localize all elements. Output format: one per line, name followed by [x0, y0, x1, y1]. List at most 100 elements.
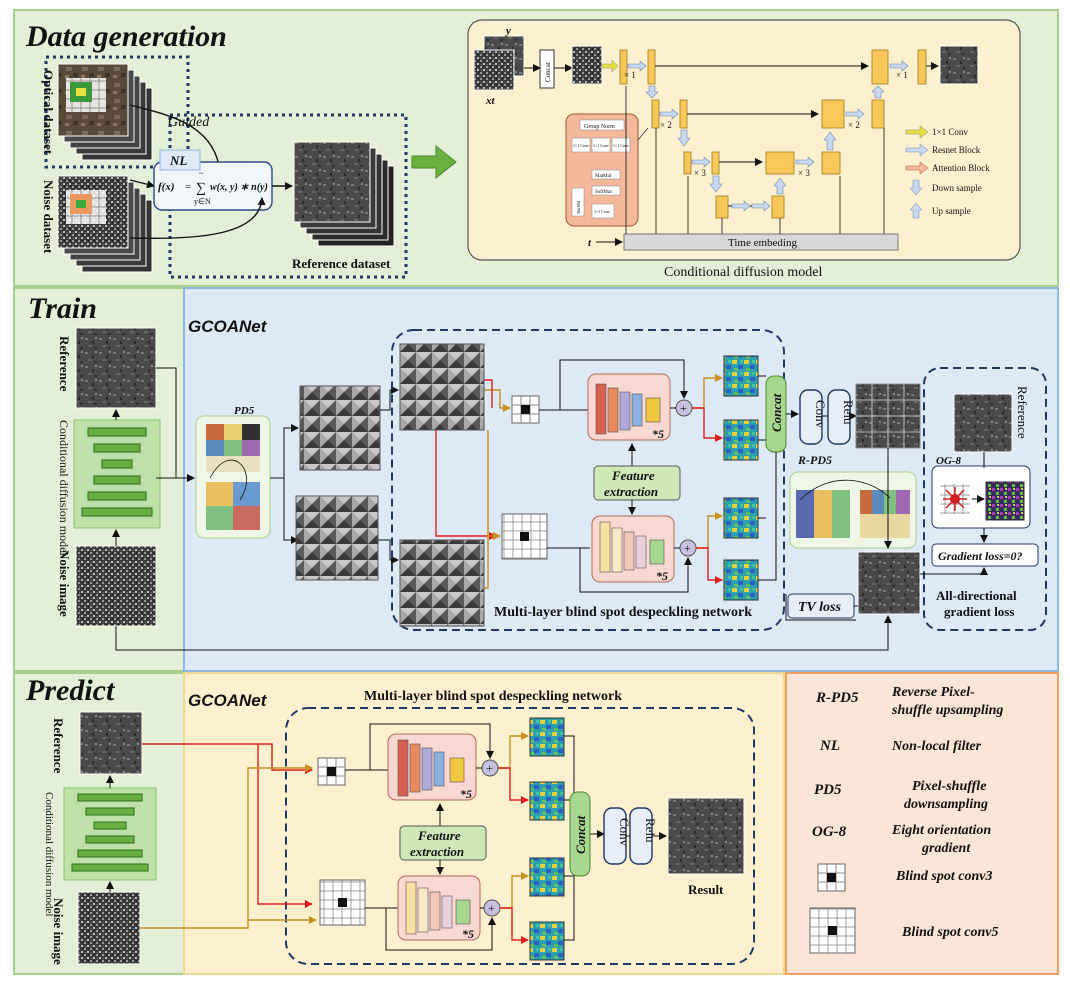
mult-1a: × 1: [624, 70, 636, 80]
train-conv-box: [799, 389, 823, 445]
legend-up: Up sample: [932, 206, 971, 216]
train-noise-label: Noise image: [57, 550, 72, 617]
predict-reference-img: [79, 711, 143, 775]
optical-group-dotted: [44, 55, 190, 169]
predict-concat-label: Concat: [573, 815, 588, 854]
section-title-train: Train: [28, 292, 97, 325]
predict-cdm-icon: [71, 793, 149, 872]
feature-layers-bottom: [599, 521, 665, 573]
blind-spot-network-box: [391, 329, 785, 631]
attention-legend-icon: [905, 161, 929, 175]
reference-dataset-label: Reference dataset: [292, 256, 391, 271]
label-y: y: [504, 25, 511, 37]
train-output-img: [857, 551, 921, 615]
plus-top-sign: +: [680, 401, 687, 415]
predict-gcoanet-label: GCOANet: [188, 691, 268, 710]
optical-dataset-label: Optical dataset: [41, 70, 56, 155]
yellow-conv-arrow-in: [601, 59, 619, 73]
predict-heatmap-2: [529, 781, 565, 821]
blind-spot-3-top: [511, 395, 540, 424]
feature-extraction-label-1: Feature: [611, 468, 655, 483]
predict-noise-label: Noise image: [51, 898, 66, 965]
feature-layers-top: [595, 383, 661, 435]
predict-result-label: Result: [688, 882, 724, 897]
mult-2a: × 2: [660, 120, 672, 130]
attn-matmul2: MatMul: [576, 200, 581, 214]
heatmap-2: [723, 419, 759, 461]
legend-rpd5-val-1: Reverse Pixel-: [891, 685, 975, 700]
attn-groupnorm: Group Norm: [584, 124, 615, 130]
section-title-data-generation: Data generation: [25, 20, 227, 53]
conv-legend-icon: [905, 125, 929, 139]
legend-rpd5-val-2: shuffle upsampling: [891, 703, 1003, 718]
legend-blind-spot-5-icon: [809, 907, 856, 954]
diffusion-input-xt: [473, 49, 515, 91]
train-relu-label: Relu: [841, 400, 856, 425]
label-xt: xt: [485, 95, 496, 107]
attn-conv-c: 1×1 Conv: [613, 143, 629, 148]
section-title-predict: Predict: [25, 674, 116, 707]
og8-gradient-img: [985, 481, 1025, 521]
predict-feature-layers-top: [397, 739, 465, 797]
blind-spot-5-bottom: [501, 513, 548, 560]
predict-heatmap-3: [529, 857, 565, 897]
legend-rpd5-key: R-PD5: [815, 690, 859, 706]
predict-feature-extraction-label-2: extraction: [410, 844, 464, 859]
guided-label: Guided: [168, 115, 210, 130]
times5-top: *5: [652, 427, 664, 441]
formula-rhs: w(x, y) ∗ n(y): [210, 182, 268, 193]
concat-label: Concat: [544, 62, 552, 82]
down-legend-icon: [909, 179, 923, 196]
all-directional-label-1: All-directional: [936, 588, 1017, 603]
legend-og8-key: OG-8: [812, 824, 847, 840]
legend-pd5-key: PD5: [814, 782, 842, 798]
gradient-loss-label: Gradient loss=0?: [938, 549, 1023, 563]
predict-noise-img: [77, 891, 141, 965]
predict-network-box: [285, 707, 755, 965]
legend-conv: 1×1 Conv: [932, 127, 968, 137]
noise-to-formula: [129, 197, 266, 240]
predict-blind-spot-5: [319, 879, 366, 926]
predict-cdm-label: Conditional diffusion model: [43, 792, 55, 916]
legend-attention: Attention Block: [932, 163, 990, 173]
feature-extraction-label-2: extraction: [604, 484, 658, 499]
legend-pd5-val-1: Pixel-shuffle: [912, 779, 986, 794]
all-directional-label-2: gradient loss: [944, 604, 1014, 619]
optical-to-formula: [129, 179, 155, 189]
noise-dataset-label: Noise dataset: [41, 180, 56, 254]
formula-lhs: f(x): [158, 181, 175, 193]
legend-og8-val-1: Eight orientation: [891, 823, 991, 838]
predict-plus-bottom-sign: +: [488, 901, 495, 915]
tv-loss-label: TV loss: [798, 600, 841, 615]
heatmap-1: [723, 355, 759, 397]
noise-stack: [57, 175, 153, 273]
predict-heatmap-1: [529, 717, 565, 757]
formula-sum-bottom: y∈N: [194, 197, 211, 206]
pd-cube-top: [399, 343, 485, 431]
og8-star-icon: [940, 484, 970, 514]
predict-plus-top-sign: +: [486, 761, 493, 775]
attn-conv-b: 1×1 Conv: [593, 143, 609, 148]
heatmap-4: [723, 559, 759, 601]
mult-3a: × 3: [694, 168, 706, 178]
legend-og8-val-2: gradient: [921, 841, 971, 856]
feature-extraction-box: [593, 465, 681, 501]
guided-arrow: [129, 104, 224, 173]
rpd5-patch-grid: [856, 384, 920, 448]
predict-relu-label: Relu: [643, 818, 658, 843]
pd5-label: PD5: [234, 405, 255, 417]
pd-patches-top: [299, 385, 381, 471]
train-noise-img: [75, 545, 157, 627]
predict-reference-label: Reference: [51, 718, 66, 774]
predict-blind-spot-3: [317, 757, 346, 786]
predict-feature-extraction-box: [399, 825, 487, 861]
pd-patches-bottom: [295, 495, 379, 581]
legend-bs5-val: Blind spot conv5: [901, 925, 998, 940]
attn-conv-a: 1×1 Conv: [573, 143, 589, 148]
predict-feature-extraction-label-1: Feature: [417, 828, 461, 843]
predict-result-img: [667, 797, 745, 875]
optical-stack: [57, 63, 153, 161]
mult-3b: × 3: [798, 168, 810, 178]
rpd5-colorgrid: [796, 479, 910, 538]
